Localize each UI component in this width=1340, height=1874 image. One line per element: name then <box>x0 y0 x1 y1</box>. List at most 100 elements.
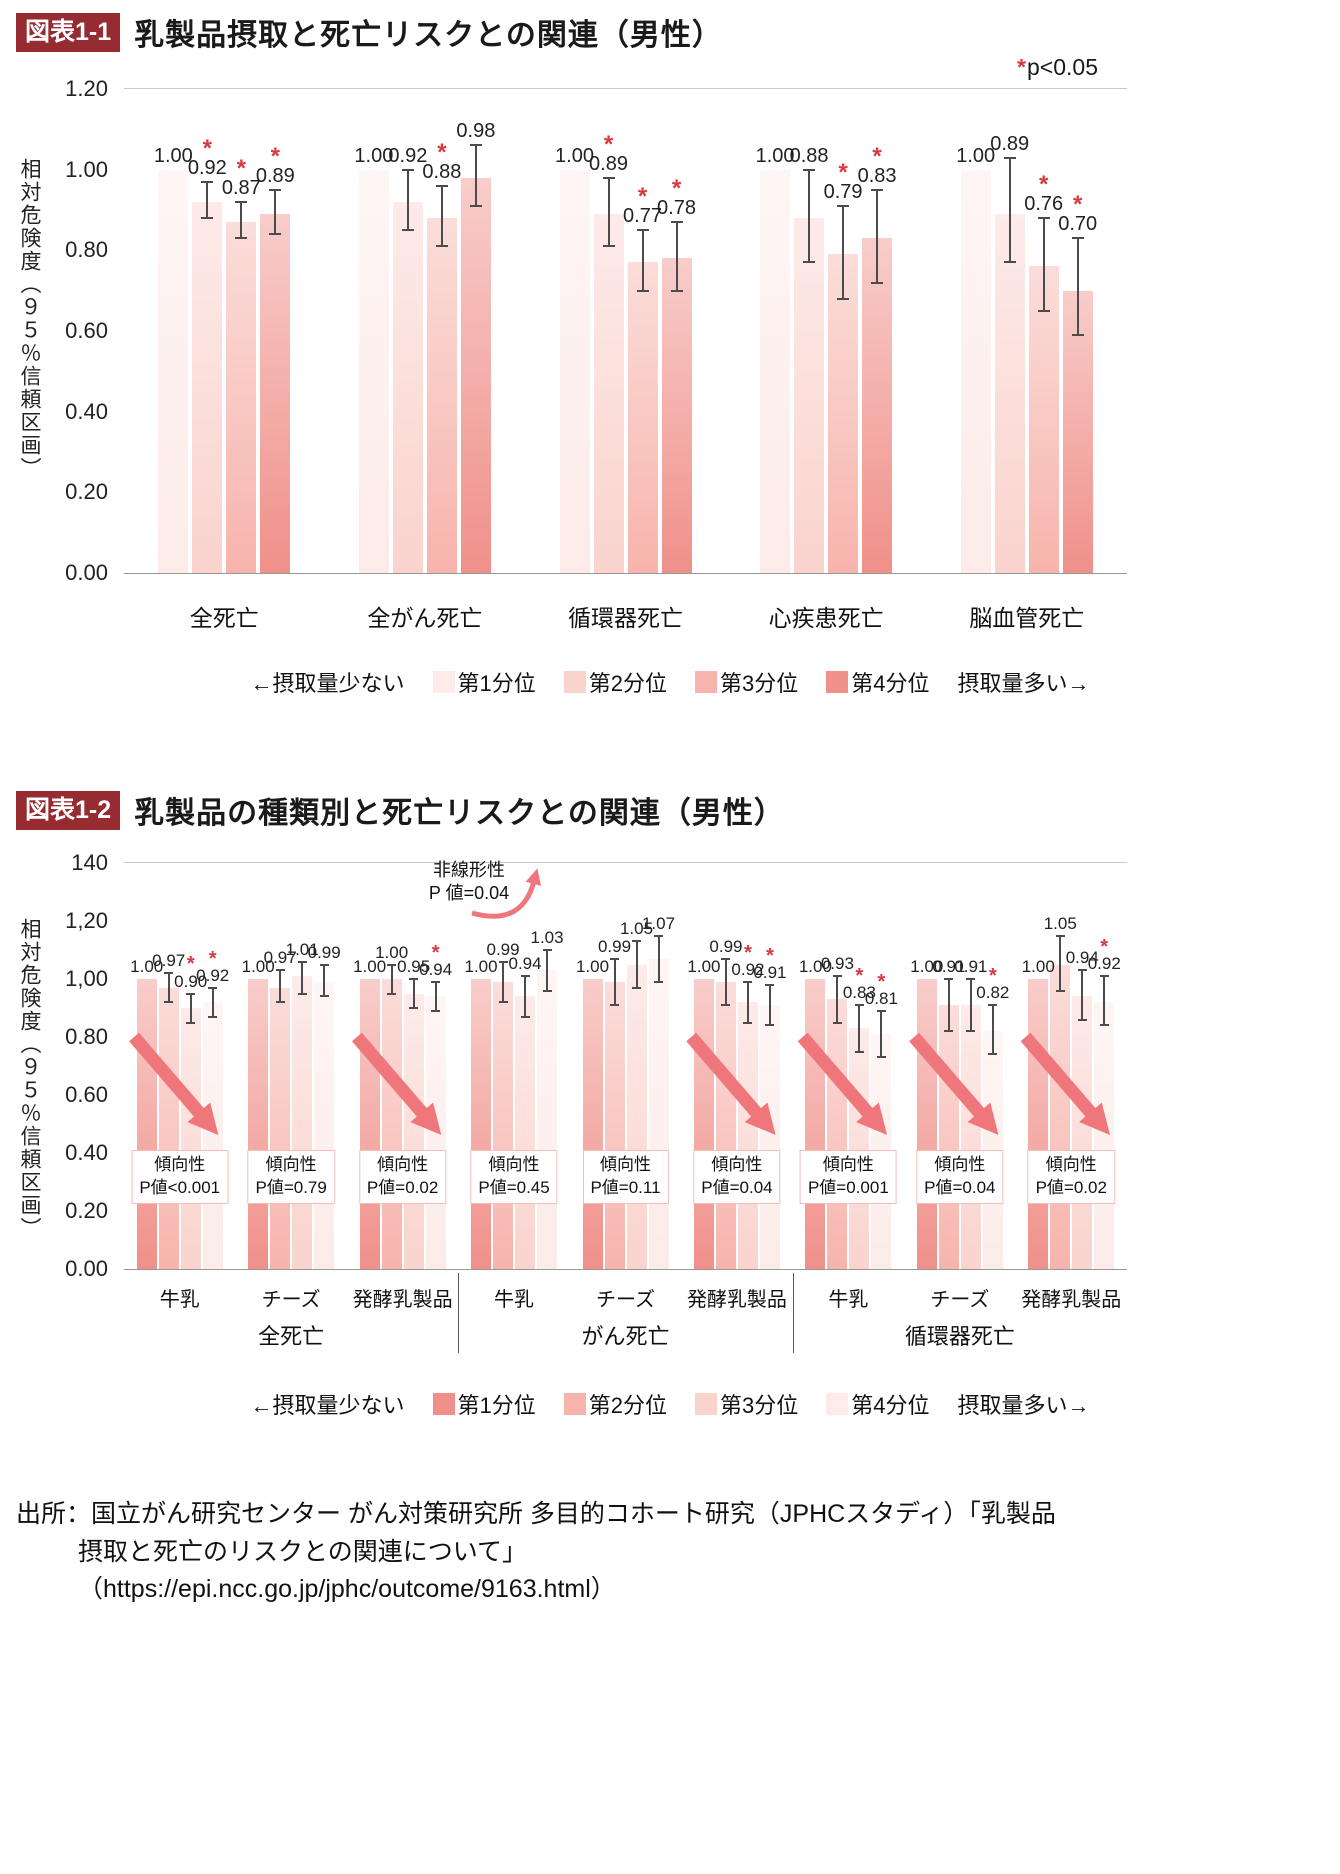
error-bar <box>1076 238 1079 336</box>
bar <box>994 214 1025 573</box>
error-bar <box>768 984 771 1026</box>
category-label: 牛乳 <box>828 1289 869 1311</box>
category-label: 牛乳 <box>494 1289 535 1311</box>
value-label: * 0.87 <box>222 154 261 199</box>
error-bar-cap <box>235 200 248 203</box>
legend-low-intake-label: ←摂取量少ない <box>250 671 405 696</box>
value-text: 0.98 <box>456 120 496 143</box>
error-bar-cap <box>944 1030 954 1033</box>
value-label: 1.03 <box>531 929 564 947</box>
error-bar <box>657 935 660 982</box>
value-label: * 0.90 <box>174 954 207 990</box>
error-bar-cap <box>1071 237 1084 240</box>
bar <box>471 979 492 1269</box>
figure-1-2: 図表1-2 乳製品の種類別と死亡リスクとの関連（男性） 相対危険度（９５％信頼区… <box>0 778 1340 1484</box>
bar <box>136 979 157 1269</box>
value-text: 0.89 <box>255 164 295 187</box>
trend-box: 傾向性 P値=0.02 <box>358 1150 447 1204</box>
error-bar <box>876 189 879 283</box>
trend-box-label: 傾向性 <box>934 1155 986 1175</box>
error-bar-cap <box>765 983 775 986</box>
error-bar-cap <box>387 992 397 995</box>
error-bar-cap <box>498 1001 508 1004</box>
significance-star: * <box>202 134 212 162</box>
significance-star: * <box>437 138 447 166</box>
nonlinearity-annotation: 非線形性 P 値=0.04 <box>429 859 509 906</box>
figure-1-2-legend: ←摂取量少ない 第1分位 第2分位 第3分位 第4分位 摂取量多い→ <box>0 1388 1340 1420</box>
error-bar-cap <box>944 978 954 980</box>
bar <box>1028 979 1049 1269</box>
error-bar <box>274 189 277 235</box>
significance-star: * <box>208 947 217 970</box>
value-text: 0.89 <box>990 132 1030 155</box>
category-label: 循環器死亡 <box>568 605 683 631</box>
nonlinearity-label: 非線形性 <box>433 860 506 880</box>
error-bar-cap <box>1071 334 1084 337</box>
value-label: 1.00 <box>799 958 832 976</box>
bar <box>1062 290 1093 573</box>
error-bar-cap <box>435 184 448 187</box>
value-label: 1.05 <box>620 920 653 938</box>
bar <box>849 1028 870 1269</box>
error-bar-cap <box>988 1004 998 1007</box>
error-bar-cap <box>654 934 663 937</box>
error-bar-cap <box>743 1021 753 1024</box>
trend-box: 傾向性 P値=0.02 <box>1027 1150 1115 1204</box>
bar <box>192 201 223 573</box>
legend-low-intake-label: ←摂取量少ない <box>250 1393 405 1418</box>
error-bar <box>412 979 415 1008</box>
value-label: 0.99 <box>709 938 742 956</box>
value-label: * 0.81 <box>865 970 898 1008</box>
bar <box>158 987 179 1269</box>
error-bar <box>724 958 727 1006</box>
figure-1-2-plot-area: 140 1,20 1,00 0.80 0.60 0.40 0.20 0.00 1.00 1.00 1… <box>65 850 1127 1353</box>
error-bar-cap <box>765 1024 775 1027</box>
error-bar-cap <box>854 1050 864 1053</box>
significance-star: * <box>1073 191 1083 219</box>
bar <box>626 964 647 1269</box>
significance-star: * <box>671 175 682 203</box>
trend-box: 傾向性 P値=0.04 <box>916 1150 1004 1204</box>
trend-box-label: 傾向性 <box>711 1155 763 1175</box>
figure-1-1: 図表1-1 乳製品摂取と死亡リスクとの関連（男性） *p<0.05 相対危険度（… <box>0 0 1340 770</box>
bar <box>292 976 313 1269</box>
error-bar-cap <box>721 1004 731 1007</box>
value-text: 1.00 <box>555 144 594 167</box>
value-text: 0.76 <box>1024 193 1064 216</box>
y-axis-tick-label: 140 <box>71 850 108 875</box>
error-bar <box>206 181 209 219</box>
error-bar-cap <box>435 245 448 248</box>
significance-star: * <box>877 970 886 993</box>
trend-box-pvalue: P値=0.45 <box>478 1178 550 1198</box>
value-label: 1.00 <box>354 145 393 167</box>
significance-star: * <box>637 183 648 211</box>
bar <box>248 979 269 1269</box>
bar <box>1050 964 1071 1269</box>
category-label: 脳血管死亡 <box>969 605 1085 631</box>
error-bar-cap <box>636 289 649 292</box>
trend-box-pvalue: P値=0.001 <box>807 1178 889 1198</box>
figure-1-2-badge: 図表1-2 <box>16 790 121 830</box>
error-bar-cap <box>186 1021 196 1024</box>
bar <box>916 979 937 1269</box>
trend-box: 傾向性 P値=0.45 <box>470 1150 558 1204</box>
value-text: 0.92 <box>196 965 230 985</box>
value-text: 1.05 <box>619 919 654 939</box>
value-label: 1.00 <box>130 958 163 976</box>
error-bar-cap <box>319 995 329 998</box>
bar <box>1028 266 1059 573</box>
value-text: 0.94 <box>419 960 453 980</box>
trend-box-pvalue: P値=0.04 <box>701 1178 773 1198</box>
significance-star: * <box>236 154 246 182</box>
legend-item: 第2分位 <box>563 1388 667 1420</box>
value-text: 1.05 <box>1043 913 1077 933</box>
source-line-2: 摂取と死亡のリスクとの関連について」 <box>78 1537 528 1566</box>
significance-star: * <box>1039 171 1049 199</box>
value-text: 1.00 <box>910 957 944 977</box>
figure-1-2-header: 図表1-2 乳製品の種類別と死亡リスクとの関連（男性） <box>16 788 785 832</box>
error-bar-cap <box>1099 975 1109 978</box>
bar <box>425 996 446 1269</box>
error-bar <box>279 970 282 1003</box>
bar <box>661 258 692 573</box>
value-text: 1.00 <box>1021 957 1055 977</box>
